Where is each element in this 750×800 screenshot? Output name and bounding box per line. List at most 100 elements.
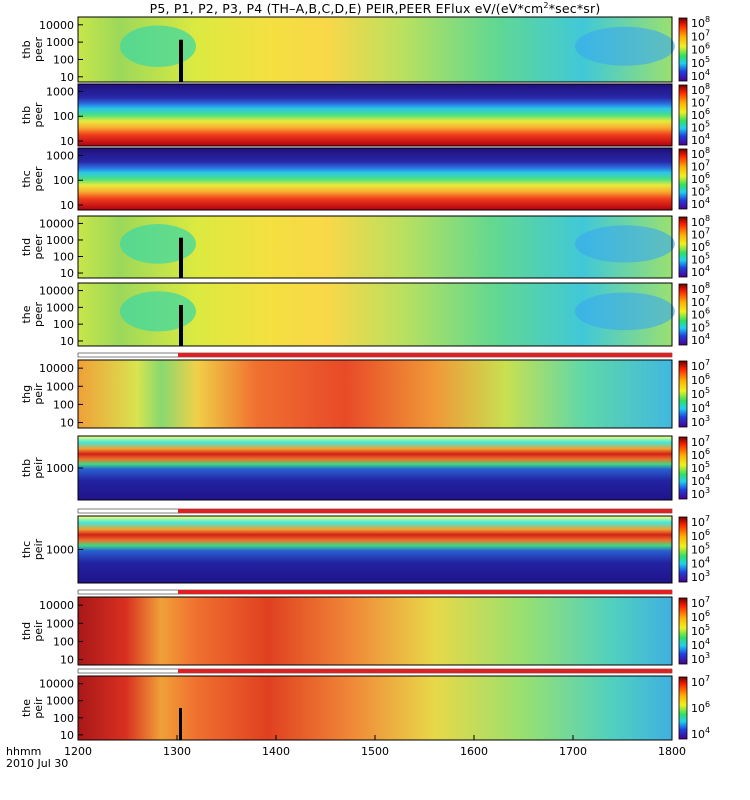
data-gap-bar (179, 39, 183, 82)
y-tick-label: 10000 (39, 678, 74, 691)
y-tick-label: 1000 (46, 301, 74, 314)
colorbar-tick-label: 104 (691, 726, 710, 741)
spectrogram-image (78, 360, 672, 428)
mode-indicator (178, 669, 672, 673)
y-tick-label: 10 (60, 729, 74, 742)
colorbar-tick-label: 104 (691, 68, 710, 83)
colorbar (678, 148, 688, 210)
colorbar-tick-label: 104 (691, 555, 710, 570)
colorbar-tick-label: 107 (691, 595, 710, 610)
colorbar-tick-label: 106 (691, 700, 710, 715)
colorbar (678, 283, 688, 346)
x-tick-label: 1700 (559, 745, 587, 758)
y-tick-label: 10 (60, 417, 74, 430)
x-tick-label: 1200 (64, 745, 92, 758)
x-tick-label: 1800 (658, 745, 686, 758)
y-tick-label: 100 (53, 251, 74, 264)
colorbar-tick-label: 103 (691, 414, 710, 429)
mode-indicator (178, 590, 672, 594)
panel-label: thcpeir (20, 538, 45, 560)
colorbar (678, 17, 688, 82)
colorbar-tick-label: 103 (691, 486, 710, 501)
y-tick-label: 10000 (39, 285, 74, 298)
colorbar-tick-label: 104 (691, 264, 710, 279)
flux-region (120, 224, 196, 264)
data-gap-bar (179, 708, 182, 740)
spectrogram-image (78, 148, 672, 210)
colorbar-tick-label: 104 (691, 637, 710, 652)
x-tick-label: 1500 (361, 745, 389, 758)
panel-frame (77, 596, 673, 666)
panel-frame (77, 282, 673, 347)
y-tick-label: 1000 (46, 695, 74, 708)
y-tick-label: 1000 (46, 234, 74, 247)
x-tick-label: 1300 (163, 745, 191, 758)
panel-label: thgpeir (20, 383, 45, 405)
y-tick-label: 10 (60, 199, 74, 212)
y-tick-label: 1000 (46, 462, 74, 475)
colorbar-tick-label: 107 (691, 674, 710, 689)
y-tick-label: 10000 (39, 19, 74, 32)
data-gap-bar (179, 305, 183, 346)
colorbar-tick-label: 107 (691, 358, 710, 373)
colorbar-tick-label: 105 (691, 386, 710, 401)
colorbar (678, 216, 688, 278)
flux-region (575, 292, 675, 331)
panel-frame (77, 147, 673, 211)
y-tick-label: 1000 (46, 544, 74, 557)
spectrogram-image (78, 597, 672, 665)
panel-label: thbpeir (20, 457, 45, 479)
colorbar-tick-label: 103 (691, 569, 710, 584)
flux-region (120, 291, 196, 332)
panel-frame (77, 83, 673, 147)
y-tick-label: 100 (53, 53, 74, 66)
colorbar-tick-label: 103 (691, 651, 710, 666)
colorbar-tick-label: 105 (691, 542, 710, 557)
colorbar (678, 360, 688, 428)
spectrogram-image (78, 516, 672, 583)
panel-frame (77, 16, 673, 83)
colorbar (678, 84, 688, 146)
y-tick-label: 10 (60, 135, 74, 148)
y-tick-label: 1000 (46, 380, 74, 393)
colorbar-tick-label: 104 (691, 132, 710, 147)
colorbar (678, 436, 688, 500)
y-tick-label: 10 (60, 654, 74, 667)
date-label: 2010 Jul 30 (6, 757, 68, 770)
y-tick-label: 10 (60, 267, 74, 280)
chart-title: P5, P1, P2, P3, P4 (TH–A,B,C,D,E) PEIR,P… (0, 1, 750, 16)
data-gap-bar (179, 237, 183, 278)
flux-region (575, 26, 675, 66)
flux-region (120, 25, 196, 68)
y-tick-label: 100 (53, 712, 74, 725)
panel-label: thcpeer (20, 166, 45, 192)
colorbar-tick-label: 107 (691, 514, 710, 529)
x-axis-label: hhmm (6, 745, 41, 758)
y-tick-label: 10000 (39, 217, 74, 230)
y-tick-label: 100 (53, 635, 74, 648)
y-tick-label: 1000 (46, 149, 74, 162)
colorbar-tick-label: 105 (691, 623, 710, 638)
panel-label: thbpeer (20, 102, 45, 128)
panel-10: 10000 1000 100 10 thepeir 107 106 104 (20, 674, 710, 742)
y-tick-label: 100 (53, 398, 74, 411)
colorbar (678, 676, 688, 740)
panel-label: thdpeer (20, 234, 45, 260)
y-tick-label: 10 (60, 335, 74, 348)
mode-indicator (178, 353, 672, 357)
colorbar (678, 516, 688, 583)
panel-frame (77, 215, 673, 279)
title-superscript: 2 (543, 1, 549, 10)
y-tick-label: 100 (53, 174, 74, 187)
y-tick-label: 10 (60, 71, 74, 84)
colorbar-tick-label: 104 (691, 196, 710, 211)
